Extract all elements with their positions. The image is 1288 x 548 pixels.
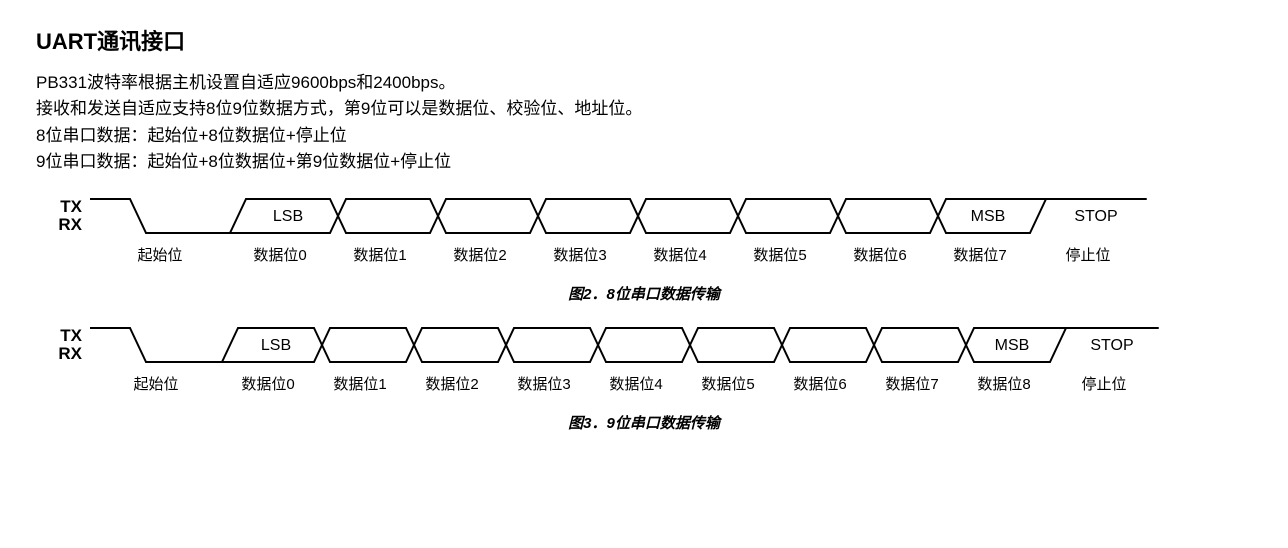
paragraph: PB331波特率根据主机设置自适应9600bps和2400bps。 [36, 70, 1252, 96]
bit-label: 数据位7 [930, 244, 1030, 265]
txrx-label: TXRX [36, 197, 90, 233]
svg-text:STOP: STOP [1090, 338, 1133, 355]
svg-text:STOP: STOP [1074, 209, 1117, 226]
paragraph: 9位串口数据：起始位+8位数据位+第9位数据位+停止位 [36, 149, 1252, 175]
svg-text:LSB: LSB [273, 209, 303, 226]
bit-label: 数据位5 [682, 373, 774, 394]
bit-label: 数据位6 [774, 373, 866, 394]
bit-label: 数据位1 [330, 244, 430, 265]
uart-waveform: LSB MSB STOP [90, 326, 1160, 364]
bit-label: 数据位2 [406, 373, 498, 394]
section-title: UART通讯接口 [36, 24, 1252, 56]
uart-diagram: TXRXLSBMSBSTOP起始位数据位0数据位1数据位2数据位3数据位4数据位… [36, 326, 1252, 433]
figure-caption: 图2．8位串口数据传输 [36, 283, 1252, 304]
bit-label: 数据位7 [866, 373, 958, 394]
bit-label: 数据位0 [230, 244, 330, 265]
bit-label-row: 起始位数据位0数据位1数据位2数据位3数据位4数据位5数据位6数据位7数据位8停… [36, 373, 1252, 394]
bit-label-row: 起始位数据位0数据位1数据位2数据位3数据位4数据位5数据位6数据位7停止位 [36, 244, 1252, 265]
bit-label: 数据位8 [958, 373, 1050, 394]
bit-label: 起始位 [90, 244, 230, 265]
bit-label: 数据位0 [222, 373, 314, 394]
bit-label: 数据位6 [830, 244, 930, 265]
paragraph: 8位串口数据：起始位+8位数据位+停止位 [36, 123, 1252, 149]
figure-caption: 图3．9位串口数据传输 [36, 412, 1252, 433]
bit-label: 起始位 [90, 373, 222, 394]
bit-label: 数据位3 [530, 244, 630, 265]
bit-label: 数据位3 [498, 373, 590, 394]
svg-text:MSB: MSB [995, 338, 1030, 355]
bit-label: 数据位5 [730, 244, 830, 265]
bit-label: 数据位4 [630, 244, 730, 265]
svg-text:LSB: LSB [261, 338, 291, 355]
svg-text:MSB: MSB [971, 209, 1006, 226]
bit-label: 数据位4 [590, 373, 682, 394]
bit-label: 停止位 [1050, 373, 1158, 394]
txrx-label: TXRX [36, 326, 90, 362]
uart-waveform: LSB MSB STOP [90, 197, 1148, 235]
bit-label: 数据位2 [430, 244, 530, 265]
paragraph: 接收和发送自适应支持8位9位数据方式，第9位可以是数据位、校验位、地址位。 [36, 96, 1252, 122]
bit-label: 数据位1 [314, 373, 406, 394]
bit-label: 停止位 [1030, 244, 1146, 265]
uart-diagram: TXRXLSBMSBSTOP起始位数据位0数据位1数据位2数据位3数据位4数据位… [36, 197, 1252, 304]
